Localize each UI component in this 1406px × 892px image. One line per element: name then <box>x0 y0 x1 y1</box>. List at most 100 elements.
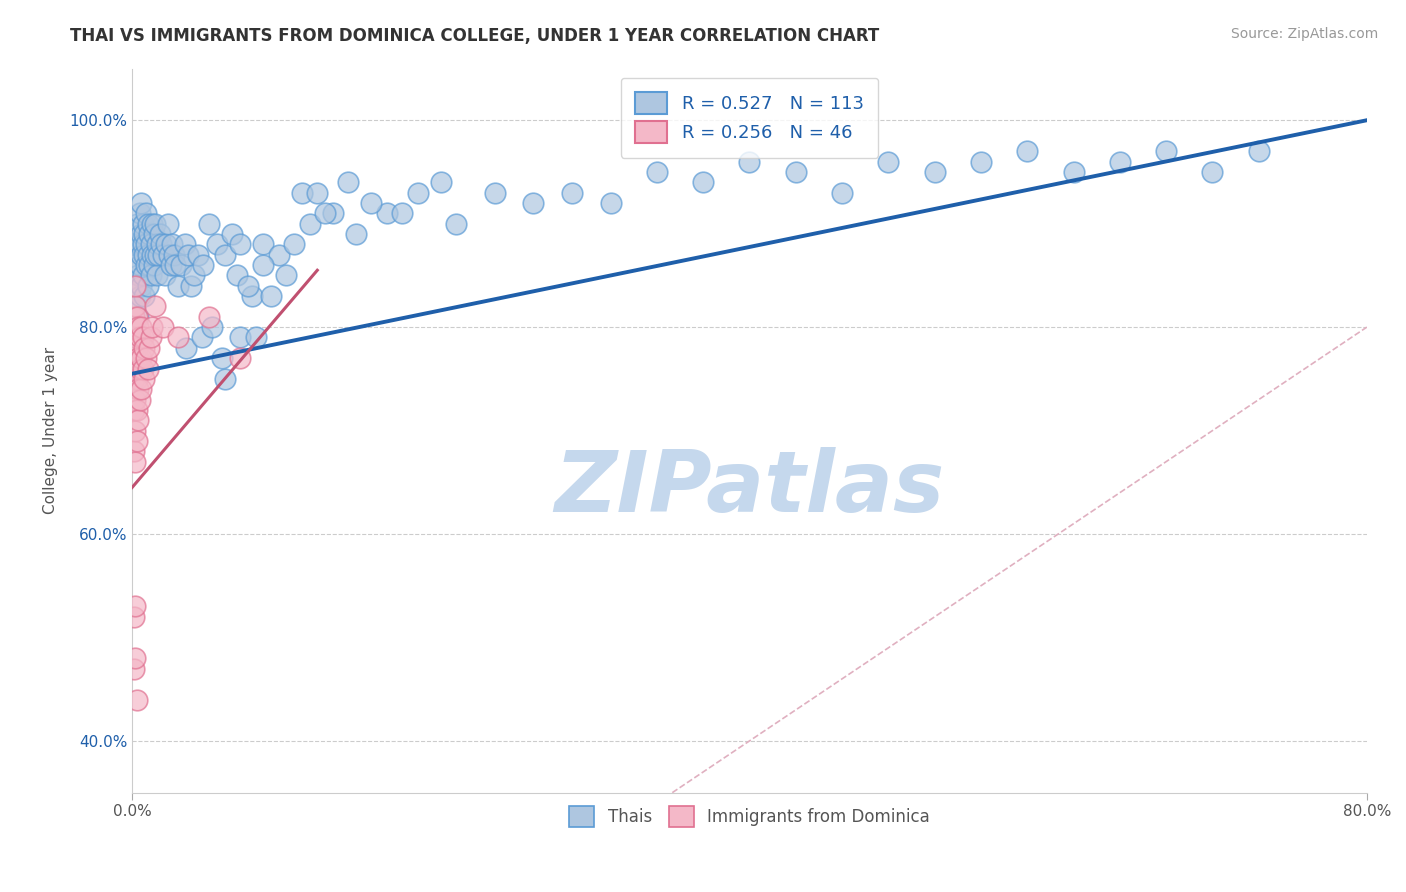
Point <box>267 248 290 262</box>
Point <box>201 320 224 334</box>
Point <box>132 217 155 231</box>
Point <box>229 237 252 252</box>
Point <box>561 186 583 200</box>
Point <box>738 154 761 169</box>
Point <box>138 258 160 272</box>
Y-axis label: College, Under 1 year: College, Under 1 year <box>44 347 58 514</box>
Point <box>344 227 367 241</box>
Point <box>138 227 160 241</box>
Point <box>124 599 146 614</box>
Point <box>163 248 186 262</box>
Point <box>205 237 228 252</box>
Point <box>211 351 233 366</box>
Point <box>276 268 298 283</box>
Point <box>131 382 153 396</box>
Point <box>221 227 243 241</box>
Point <box>122 258 145 272</box>
Point <box>122 372 145 386</box>
Point <box>131 196 153 211</box>
Point <box>214 372 236 386</box>
Point <box>135 258 157 272</box>
Point <box>307 186 329 200</box>
Point <box>170 258 193 272</box>
Point <box>165 258 187 272</box>
Point <box>173 237 195 252</box>
Point <box>132 330 155 344</box>
Point <box>429 175 451 189</box>
Point <box>134 227 156 241</box>
Point <box>183 268 205 283</box>
Point <box>692 175 714 189</box>
Point <box>156 217 179 231</box>
Point <box>134 289 156 303</box>
Text: ZIPatlas: ZIPatlas <box>554 447 945 530</box>
Point <box>132 237 155 252</box>
Point <box>176 248 198 262</box>
Point <box>187 248 209 262</box>
Point <box>128 330 150 344</box>
Point <box>214 248 236 262</box>
Point <box>141 248 163 262</box>
Point <box>124 392 146 407</box>
Point <box>1154 145 1177 159</box>
Point <box>252 237 274 252</box>
Point <box>146 237 169 252</box>
Point <box>1017 145 1039 159</box>
Point <box>127 351 149 366</box>
Point <box>155 237 177 252</box>
Point <box>139 237 162 252</box>
Point <box>191 258 214 272</box>
Point <box>122 609 145 624</box>
Point <box>127 237 149 252</box>
Point <box>360 196 382 211</box>
Point <box>153 268 176 283</box>
Point <box>522 196 544 211</box>
Point <box>136 361 159 376</box>
Point <box>124 424 146 438</box>
Point <box>125 341 148 355</box>
Point <box>135 206 157 220</box>
Point <box>298 217 321 231</box>
Point <box>134 372 156 386</box>
Point <box>229 351 252 366</box>
Point <box>136 278 159 293</box>
Point <box>125 217 148 231</box>
Point <box>143 300 166 314</box>
Point <box>291 186 314 200</box>
Point <box>226 268 249 283</box>
Point <box>134 341 156 355</box>
Point <box>260 289 283 303</box>
Point <box>125 310 148 324</box>
Point <box>124 361 146 376</box>
Point <box>128 392 150 407</box>
Point <box>174 341 197 355</box>
Point <box>122 661 145 675</box>
Point <box>229 330 252 344</box>
Point <box>124 455 146 469</box>
Point <box>322 206 344 220</box>
Point <box>149 227 172 241</box>
Legend: Thais, Immigrants from Dominica: Thais, Immigrants from Dominica <box>561 798 938 835</box>
Point <box>157 248 180 262</box>
Point <box>391 206 413 220</box>
Point <box>1201 165 1223 179</box>
Point <box>128 237 150 252</box>
Point <box>122 444 145 458</box>
Point <box>125 434 148 448</box>
Point <box>128 258 150 272</box>
Point <box>484 186 506 200</box>
Point <box>924 165 946 179</box>
Point <box>160 237 183 252</box>
Point <box>152 320 174 334</box>
Point <box>131 227 153 241</box>
Point <box>645 165 668 179</box>
Point <box>135 237 157 252</box>
Text: Source: ZipAtlas.com: Source: ZipAtlas.com <box>1230 27 1378 41</box>
Point <box>131 248 153 262</box>
Point <box>139 330 162 344</box>
Point <box>128 361 150 376</box>
Point <box>132 361 155 376</box>
Point <box>141 217 163 231</box>
Point <box>252 258 274 272</box>
Point <box>242 289 264 303</box>
